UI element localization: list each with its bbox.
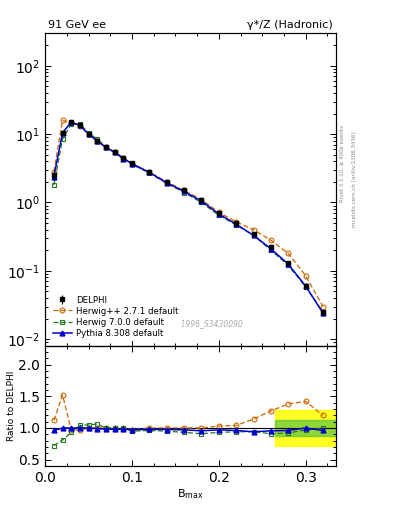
Pythia 8.308 default xyxy=(77,122,82,129)
Text: mcplots.cern.ch [arXiv:1306.3436]: mcplots.cern.ch [arXiv:1306.3436] xyxy=(352,132,357,227)
Pythia 8.308 default xyxy=(51,174,56,180)
Herwig 7.0.0 default xyxy=(77,121,82,127)
Pythia 8.308 default xyxy=(121,156,126,162)
Herwig++ 2.7.1 default xyxy=(130,161,134,167)
Pythia 8.308 default xyxy=(217,211,221,217)
Pythia 8.308 default xyxy=(86,131,91,137)
Herwig++ 2.7.1 default xyxy=(303,272,308,279)
Text: 91 GeV ee: 91 GeV ee xyxy=(48,20,106,30)
Herwig++ 2.7.1 default xyxy=(147,169,152,175)
Pythia 8.308 default xyxy=(60,130,65,136)
Line: Herwig 7.0.0 default: Herwig 7.0.0 default xyxy=(51,122,325,314)
Herwig 7.0.0 default xyxy=(199,200,204,206)
Herwig 7.0.0 default xyxy=(268,247,273,253)
Pythia 8.308 default xyxy=(303,283,308,289)
Pythia 8.308 default xyxy=(130,161,134,167)
Pythia 8.308 default xyxy=(286,261,291,267)
Herwig 7.0.0 default xyxy=(147,170,152,176)
Herwig 7.0.0 default xyxy=(164,180,169,186)
Text: γ*/Z (Hadronic): γ*/Z (Hadronic) xyxy=(247,20,333,30)
Pythia 8.308 default xyxy=(268,246,273,252)
Text: DELPHI_1996_S3430090: DELPHI_1996_S3430090 xyxy=(149,319,243,328)
Bar xyxy=(275,410,336,445)
Herwig 7.0.0 default xyxy=(303,284,308,290)
Herwig 7.0.0 default xyxy=(321,309,325,315)
Pythia 8.308 default xyxy=(199,198,204,204)
Pythia 8.308 default xyxy=(112,150,117,156)
Herwig 7.0.0 default xyxy=(69,121,73,127)
Legend: DELPHI, Herwig++ 2.7.1 default, Herwig 7.0.0 default, Pythia 8.308 default: DELPHI, Herwig++ 2.7.1 default, Herwig 7… xyxy=(50,292,182,342)
Herwig++ 2.7.1 default xyxy=(104,144,108,150)
Herwig++ 2.7.1 default xyxy=(60,117,65,123)
Herwig 7.0.0 default xyxy=(51,182,56,188)
Herwig 7.0.0 default xyxy=(130,161,134,167)
Herwig++ 2.7.1 default xyxy=(286,250,291,257)
Herwig++ 2.7.1 default xyxy=(77,123,82,130)
Herwig++ 2.7.1 default xyxy=(234,219,239,225)
Herwig 7.0.0 default xyxy=(251,232,256,239)
Herwig++ 2.7.1 default xyxy=(199,197,204,203)
Herwig++ 2.7.1 default xyxy=(182,187,186,194)
Herwig 7.0.0 default xyxy=(286,262,291,268)
Pythia 8.308 default xyxy=(234,221,239,227)
Herwig++ 2.7.1 default xyxy=(121,155,126,161)
Herwig++ 2.7.1 default xyxy=(112,149,117,155)
Text: Rivet 3.1.10, ≥ 400k events: Rivet 3.1.10, ≥ 400k events xyxy=(340,125,345,202)
Herwig++ 2.7.1 default xyxy=(69,120,73,126)
Herwig++ 2.7.1 default xyxy=(321,304,325,310)
Herwig++ 2.7.1 default xyxy=(217,209,221,216)
Y-axis label: Ratio to DELPHI: Ratio to DELPHI xyxy=(7,371,16,441)
Pythia 8.308 default xyxy=(164,180,169,186)
Herwig++ 2.7.1 default xyxy=(164,179,169,185)
Herwig 7.0.0 default xyxy=(86,130,91,136)
Herwig 7.0.0 default xyxy=(112,149,117,155)
Herwig++ 2.7.1 default xyxy=(86,131,91,137)
Line: Herwig++ 2.7.1 default: Herwig++ 2.7.1 default xyxy=(51,118,325,309)
Herwig 7.0.0 default xyxy=(217,212,221,218)
Herwig 7.0.0 default xyxy=(182,189,186,196)
Pythia 8.308 default xyxy=(147,169,152,176)
Pythia 8.308 default xyxy=(321,310,325,316)
Pythia 8.308 default xyxy=(251,232,256,239)
Herwig++ 2.7.1 default xyxy=(95,138,100,144)
Herwig 7.0.0 default xyxy=(95,136,100,142)
Herwig 7.0.0 default xyxy=(104,144,108,150)
Y-axis label: N d$\sigma$/dB$_\mathrm{max}$: N d$\sigma$/dB$_\mathrm{max}$ xyxy=(0,160,4,219)
Line: Pythia 8.308 default: Pythia 8.308 default xyxy=(51,120,325,315)
Herwig 7.0.0 default xyxy=(234,222,239,228)
X-axis label: B$_\mathrm{max}$: B$_\mathrm{max}$ xyxy=(177,487,204,501)
Pythia 8.308 default xyxy=(69,119,73,125)
Herwig++ 2.7.1 default xyxy=(251,227,256,233)
Herwig 7.0.0 default xyxy=(121,155,126,161)
Bar xyxy=(275,420,336,436)
Herwig++ 2.7.1 default xyxy=(51,169,56,175)
Pythia 8.308 default xyxy=(182,188,186,195)
Herwig++ 2.7.1 default xyxy=(268,237,273,243)
Herwig 7.0.0 default xyxy=(60,136,65,142)
Pythia 8.308 default xyxy=(95,138,100,144)
Pythia 8.308 default xyxy=(104,144,108,151)
